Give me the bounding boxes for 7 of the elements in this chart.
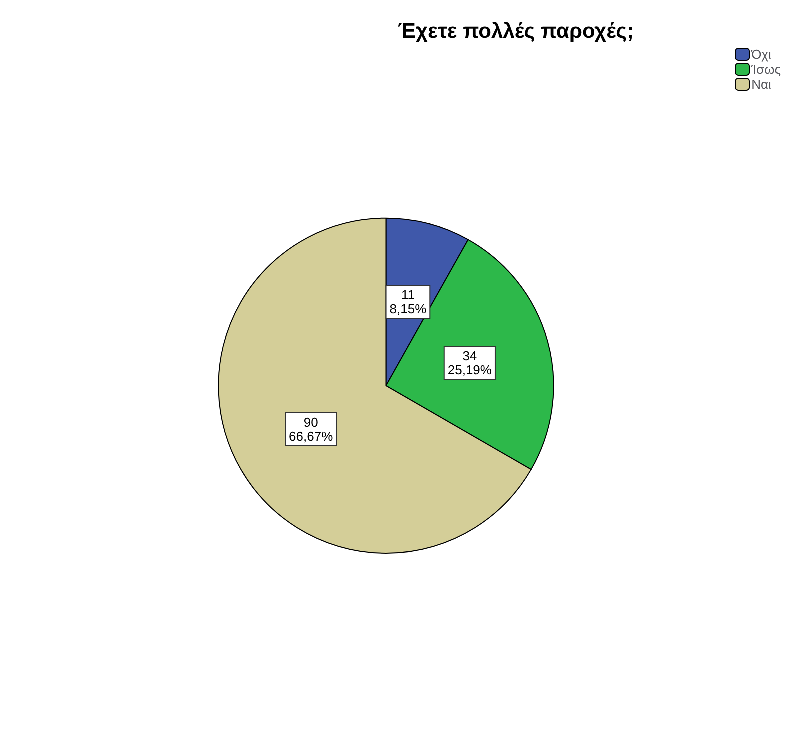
data-label: 11 8,15% (390, 287, 428, 316)
legend-label: Ίσως (750, 62, 782, 77)
data-label: 90 66,67% (289, 414, 334, 444)
legend-label: Ναι (752, 77, 772, 92)
data-label: 34 25,19% (448, 348, 492, 378)
legend-label: Όχι (750, 47, 772, 62)
chart-title: Έχετε πολλές παροχές; (398, 20, 634, 43)
